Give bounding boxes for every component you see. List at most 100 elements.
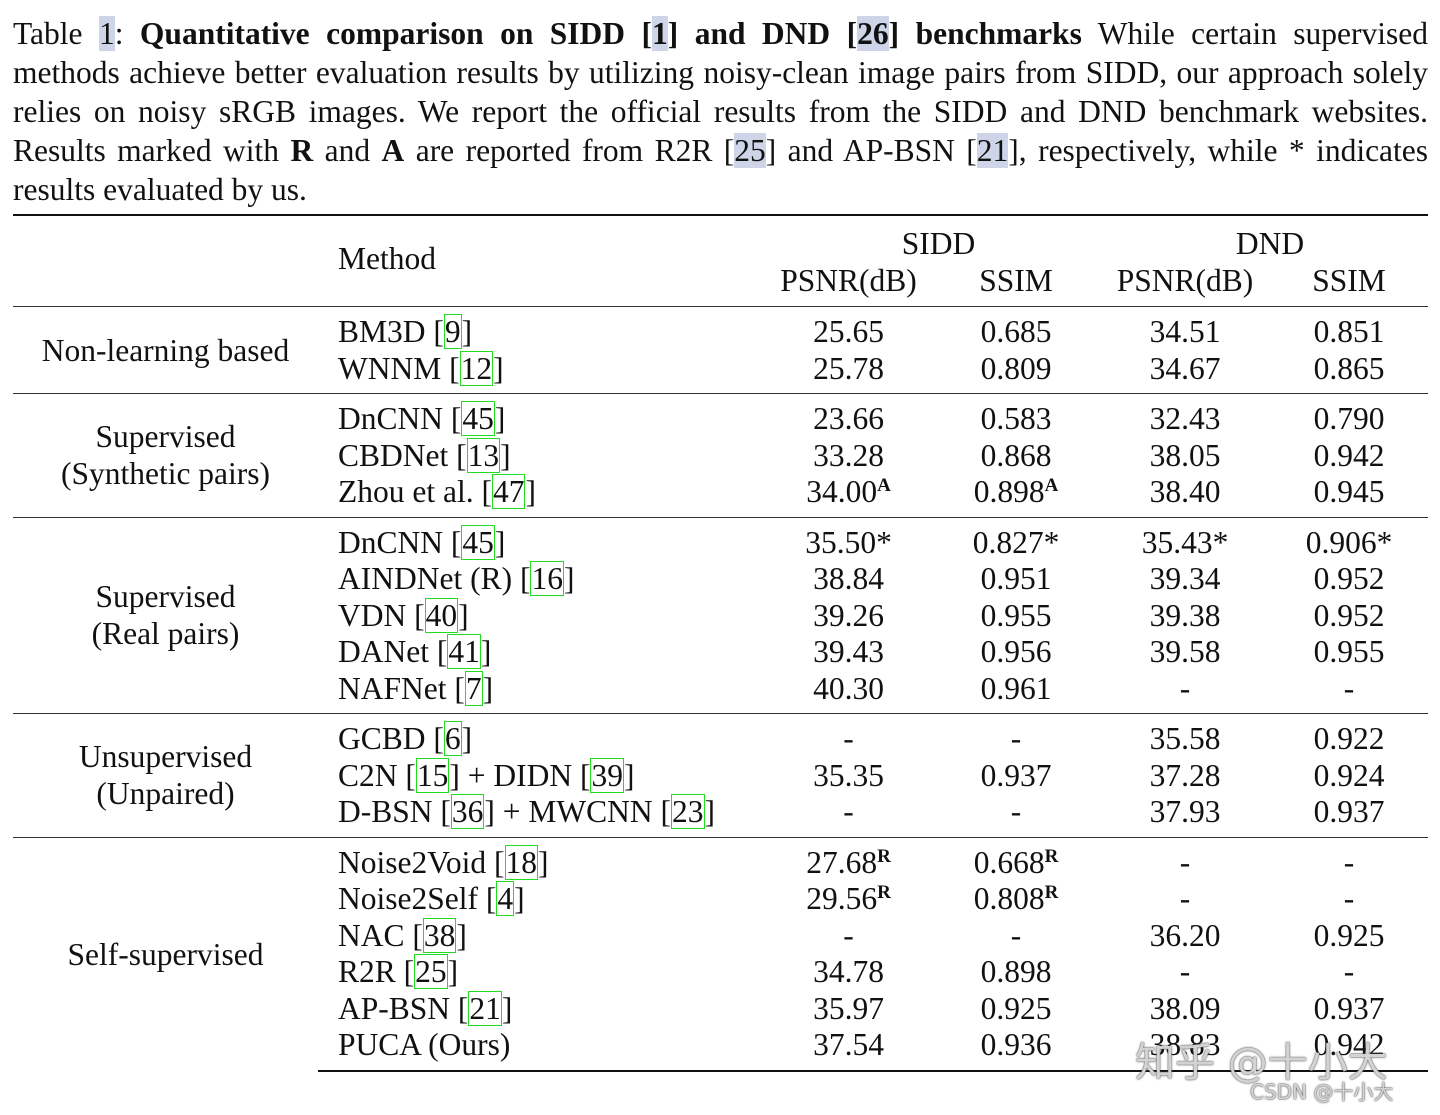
citation: 4 [496,881,515,917]
method-name: ] [461,314,473,350]
value-cell: - [1100,836,1271,881]
table-row: D-BSN [36] + MWCNN [23] - - 37.93 0.937 [13,794,1428,837]
method-name: Noise2Self [ [338,881,497,917]
value-cell: 40.30 [813,670,884,706]
value-cell: 35.58 [1100,713,1271,758]
value-cell: 35.50* [765,516,932,561]
value-cell: - [843,794,854,830]
citation: 23 [671,794,705,830]
value-cell: 0.898A [932,474,1100,517]
citation: 45 [461,401,495,437]
table-row: WNNM [12] 25.78 0.809 34.67 0.865 [13,350,1428,394]
header-dataset: DND [1100,214,1429,262]
value: 0.808 [973,881,1045,917]
value-cell: 0.685 [932,306,1101,351]
value-cell: 37.93 [1149,794,1221,830]
method-name: ] [501,990,513,1026]
value-cell: 0.951 [980,561,1052,597]
citation: 36 [450,794,485,830]
method-name: AP-BSN [ [338,990,469,1026]
table-body: Non-learning based BM3D [9] 25.65 0.685 34.5… [13,306,1429,1072]
value-cell: 32.43 [1100,393,1271,438]
value-cell: - [1010,794,1022,830]
caption-text: : [114,16,140,51]
method-name: ] [704,794,716,830]
method-name: C2N [ [338,757,416,793]
caption-text: and [313,133,382,168]
group-label-line: (Real pairs) [91,616,240,652]
value-cell: 36.20 [1149,917,1221,953]
value-cell: 0.936 [932,1027,1101,1072]
method-cell: C2N [15] + DIDN [39] [318,757,765,795]
citation: 45 [461,524,495,560]
value-cell: 38.40 [1149,474,1221,510]
caption-text: ], respectively, while * indicates resul… [13,133,1429,207]
table-row: Non-learning based BM3D [9] 25.65 0.685 34.5… [13,306,1429,394]
group-label-line: Self-supervised [67,936,264,972]
value-cell: - [1179,954,1191,990]
method-cell: NAFNet [7] [318,670,765,714]
method-name: D-BSN [ [338,794,451,830]
value-cell: 34.78 [813,954,884,990]
caption-text: Quantitative comparison on SIDD [ [139,16,652,51]
method-name: WNNM [ [338,350,460,386]
citation: 47 [491,474,526,510]
value-cell: 0.937 [980,757,1052,793]
results-table: Method SIDD DND PSNR(dB) SSIM PSNR(dB) S… [13,214,1429,1072]
value-cell: 39.58 [1149,634,1221,670]
citation: 25 [734,133,766,168]
value-cell: 0.925 [980,990,1052,1026]
value-cell: 27.68R [765,836,932,881]
citation: 25 [414,954,448,990]
value-cell: 0.790 [1270,393,1429,438]
value-cell: 35.43* [1100,516,1271,561]
citation: 13 [466,437,501,473]
value-cell: 38.84 [813,561,884,597]
value-cell: - [1179,670,1191,706]
value: 0.668 [973,844,1045,880]
value-cell: 35.35 [813,757,884,793]
value-cell: 23.66 [765,393,932,438]
value-cell: 29.56R [765,881,932,918]
value-cell: 0.906* [1270,516,1429,561]
table-row: DANet [41] 39.43 0.956 39.58 0.955 [13,634,1428,671]
group-label: Supervised (Synthetic pairs) [13,393,318,517]
value-cell: 0.898 [980,954,1052,990]
method-cell: AP-BSN [21] [318,990,765,1028]
value-cell: 0.851 [1270,306,1429,351]
group-label: Self-supervised [13,836,318,1071]
table-row: R2R [25] 34.78 0.898 - - [13,954,1428,991]
group-label-line: (Synthetic pairs) [60,456,271,492]
value-cell: - [1343,954,1355,990]
method-name: ] [563,561,575,597]
method-name: GCBD [ [338,721,444,757]
group-label-line: Non-learning based [41,332,290,368]
method-name: ] [480,634,492,670]
citation: 7 [464,670,483,706]
method-name: DANet [ [338,634,448,670]
table-row: C2N [15] + DIDN [39] 35.35 0.937 37.28 0.924 [13,757,1428,795]
method-name: Noise2Void [ [338,844,505,880]
value-cell: - [765,713,932,758]
value-cell: 37.28 [1149,757,1221,793]
value-cell: 35.97 [813,990,884,1026]
method-name: DnCNN [ [338,524,462,560]
citation: 9 [443,314,462,350]
value-cell: - [1010,917,1022,953]
value-cell: - [1270,836,1429,881]
group-label: Non-learning based [13,306,318,394]
value-cell: 0.961 [980,670,1052,706]
method-cell: Noise2Void [18] [318,836,765,881]
header-blank [13,214,318,307]
caption-text: ] and AP-BSN [ [765,133,977,168]
caption-text: are reported from R2R [ [404,133,735,168]
header-dataset: SIDD [765,214,1101,262]
superscript-mark: R [877,882,891,904]
method-cell: AINDNet (R) [16] [318,561,765,598]
header-metric: SSIM [1312,263,1386,298]
method-name: ] + MWCNN [ [484,794,672,830]
method-name: NAFNet [ [338,670,465,706]
value-cell: 0.956 [980,634,1052,670]
method-cell: R2R [25] [318,954,765,991]
table-row: Supervised (Real pairs) DnCNN [45] 35.50* 0.… [13,516,1429,714]
